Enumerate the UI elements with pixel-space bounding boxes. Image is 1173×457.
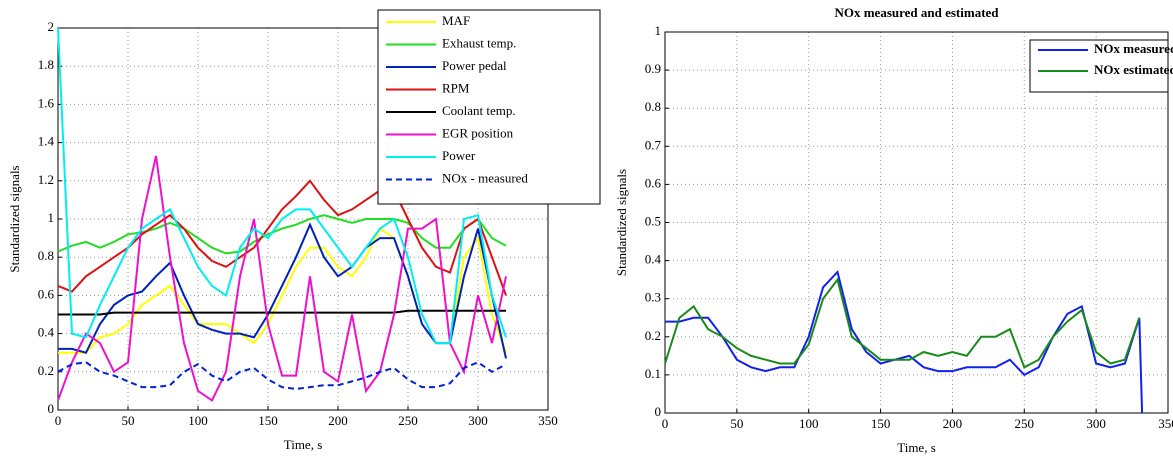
series-line (57, 155, 507, 402)
x-tick-label: 300 (468, 413, 488, 428)
y-tick-label: 0.6 (38, 286, 55, 301)
y-tick-label: 0.5 (645, 213, 661, 228)
x-tick-label: 100 (188, 413, 208, 428)
y-tick-label: 0.8 (645, 99, 661, 114)
legend-label: Power pedal (442, 58, 507, 73)
y-tick-label: 0.2 (645, 328, 661, 343)
y-tick-label: 0.6 (645, 175, 662, 190)
legend-label: NOx measured (1094, 41, 1173, 56)
y-tick-label: 0.3 (645, 290, 661, 305)
legend-label: Exhaust temp. (442, 35, 516, 50)
x-tick-label: 0 (55, 413, 62, 428)
legend-label: EGR position (442, 125, 514, 140)
x-tick-label: 350 (1158, 416, 1173, 431)
series-line (57, 179, 507, 296)
series-line (664, 277, 1141, 369)
y-tick-label: 0 (48, 401, 55, 416)
series-line (57, 361, 507, 391)
x-tick-label: 150 (258, 413, 278, 428)
plot-area (665, 32, 1168, 413)
x-tick-label: 250 (1015, 416, 1035, 431)
legend-label: RPM (442, 80, 470, 95)
series-line (57, 27, 507, 345)
y-tick-label: 1 (48, 210, 55, 225)
legend-label: MAF (442, 13, 470, 28)
x-axis-label: Time, s (897, 440, 936, 455)
y-tick-label: 0.9 (645, 61, 661, 76)
plot-frame (57, 27, 549, 411)
y-tick-label: 1.8 (38, 57, 54, 72)
x-tick-label: 50 (730, 416, 743, 431)
legend: MAF Exhaust temp. Power pedal RPM Coolant te… (377, 9, 601, 205)
chart-title: NOx measured and estimated (834, 5, 999, 20)
y-tick-label: 1.6 (38, 95, 55, 110)
x-tick-label: 200 (943, 416, 963, 431)
y-tick-label: 0.7 (645, 137, 662, 152)
y-tick-label: 0.2 (38, 363, 54, 378)
legend-label: NOx estimated (1094, 62, 1173, 77)
y-axis-label: Standardized signals (7, 165, 22, 272)
y-tick-label: 2 (48, 19, 55, 34)
series-line (58, 222, 507, 359)
legend: NOx measured NOx estimated (1029, 39, 1173, 93)
legend-label: Power (442, 148, 476, 163)
y-tick-label: 0.8 (38, 248, 54, 263)
x-tick-label: 200 (328, 413, 348, 428)
x-tick-label: 350 (538, 413, 558, 428)
series-line (665, 269, 1144, 414)
x-tick-label: 150 (871, 416, 891, 431)
series-line (57, 214, 507, 255)
legend-label: Coolant temp. (442, 103, 516, 118)
y-tick-label: 0.4 (645, 252, 662, 267)
legend-label: NOx - measured (442, 170, 528, 185)
x-tick-label: 250 (398, 413, 418, 428)
x-tick-label: 50 (122, 413, 135, 428)
y-tick-label: 1.2 (38, 172, 54, 187)
legend-box (377, 9, 601, 205)
plot-frame (664, 31, 1169, 414)
y-tick-label: 1.4 (38, 134, 55, 149)
y-axis-label: Standardized signals (614, 169, 629, 276)
y-tick-label: 0 (655, 404, 662, 419)
x-tick-label: 100 (799, 416, 819, 431)
x-tick-label: 300 (1086, 416, 1106, 431)
x-axis-label: Time, s (284, 437, 323, 452)
y-tick-label: 0.4 (38, 325, 55, 340)
legend-box (1029, 39, 1169, 93)
y-tick-label: 0.1 (645, 366, 661, 381)
y-tick-label: 1 (655, 23, 662, 38)
x-tick-label: 0 (662, 416, 669, 431)
